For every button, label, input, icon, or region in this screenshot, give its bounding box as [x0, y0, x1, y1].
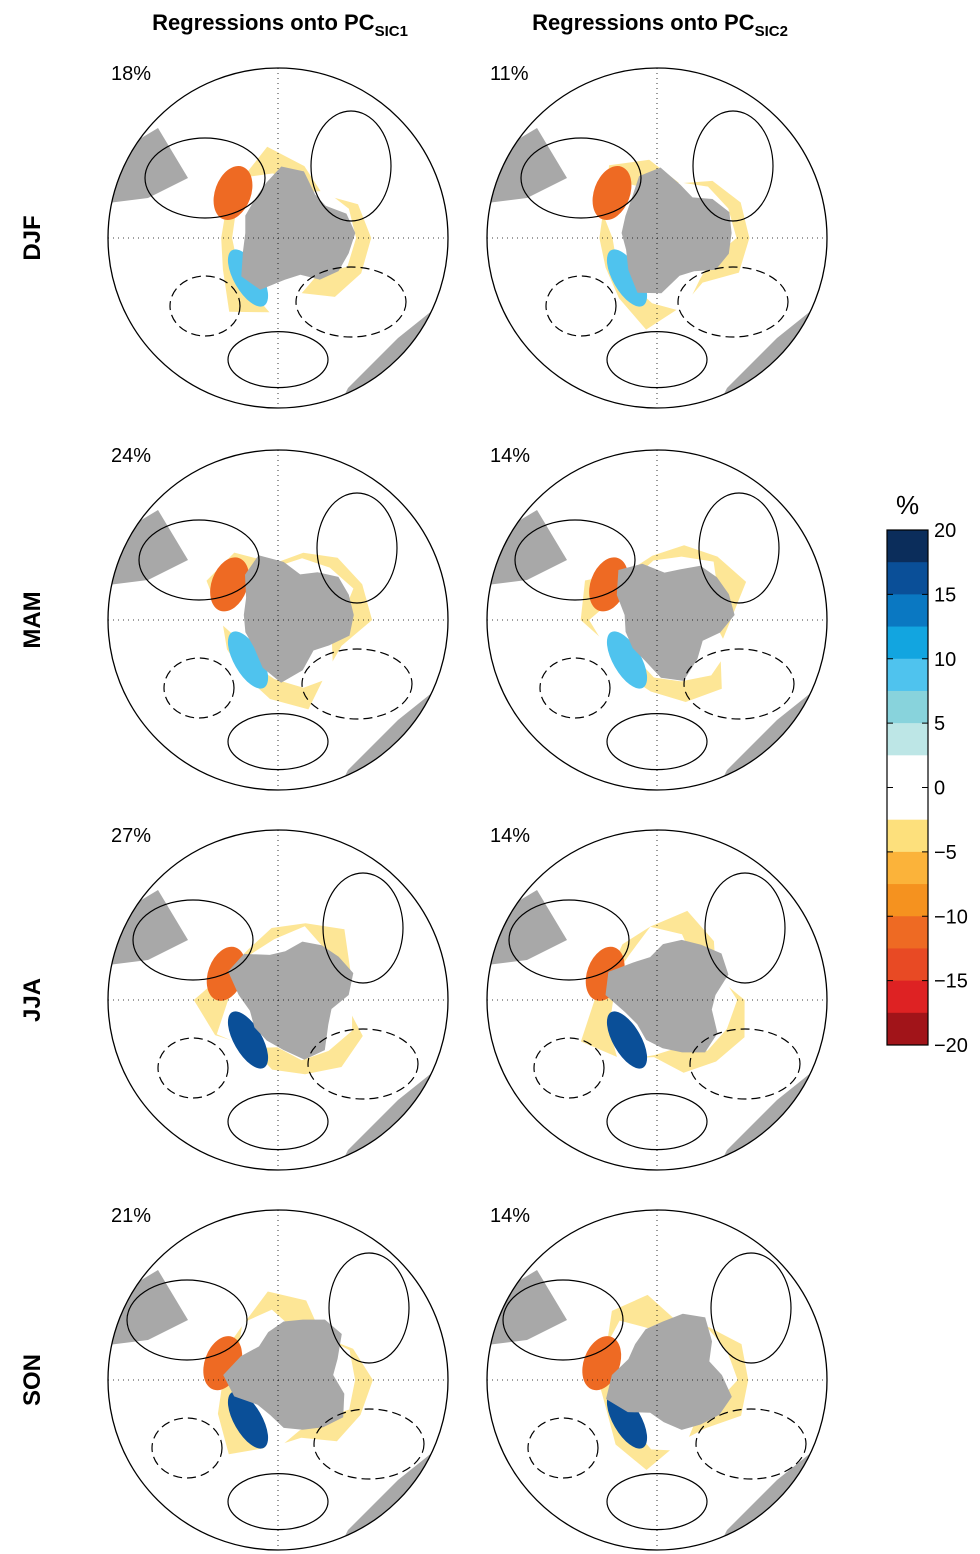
contour [534, 1038, 604, 1098]
colorbar-tick-label: −20 [934, 1035, 968, 1057]
colorbar-tick-label: 5 [934, 713, 945, 735]
variance-label: 21% [111, 1205, 151, 1227]
colorbar-bin [887, 884, 928, 917]
contour [607, 332, 707, 388]
map-panel [108, 1210, 448, 1550]
land [717, 1060, 827, 1170]
contour [705, 873, 785, 983]
variance-label: 14% [490, 825, 530, 847]
map-panel [108, 450, 448, 790]
contour [164, 658, 234, 718]
colorbar-bin [887, 981, 928, 1014]
land [388, 1210, 448, 1270]
contour [607, 1094, 707, 1150]
colorbar-tick-label: 15 [934, 584, 956, 606]
land [487, 1270, 567, 1345]
land [388, 830, 448, 890]
contour [678, 267, 788, 337]
column-title: Regressions onto PCSIC2 [532, 10, 788, 40]
colorbar-bin [887, 627, 928, 660]
map-panel [487, 830, 827, 1170]
colorbar-tick-label: −5 [934, 842, 957, 864]
contour [228, 1094, 328, 1150]
variance-label: 14% [490, 445, 530, 467]
contour [546, 276, 616, 336]
contour [228, 714, 328, 770]
row-label: JJA [19, 978, 46, 1022]
colorbar-bin [887, 594, 928, 627]
colorbar-bin [887, 820, 928, 853]
land [717, 680, 827, 790]
contour [607, 1474, 707, 1530]
contour [228, 1474, 328, 1530]
land [388, 68, 448, 128]
row-label: MAM [19, 591, 46, 648]
colorbar-bin [887, 1013, 928, 1046]
variance-label: 27% [111, 825, 151, 847]
land [767, 830, 827, 890]
variance-label: 18% [111, 63, 151, 85]
land [767, 450, 827, 510]
contour [528, 1418, 598, 1478]
land [388, 450, 448, 510]
land [487, 128, 567, 203]
column-title: Regressions onto PCSIC1 [152, 10, 408, 40]
land [108, 1270, 188, 1345]
contour [152, 1418, 222, 1478]
map-panel [108, 830, 448, 1170]
land [338, 1060, 448, 1170]
land [717, 1440, 827, 1550]
land [717, 298, 827, 408]
land [767, 68, 827, 128]
colorbar-bin [887, 755, 928, 788]
colorbar-bin [887, 916, 928, 949]
land [487, 510, 567, 585]
colorbar-bin [887, 659, 928, 692]
contour [158, 1038, 228, 1098]
variance-label: 14% [490, 1205, 530, 1227]
row-label: DJF [19, 215, 46, 260]
colorbar-bin [887, 788, 928, 821]
contour [540, 658, 610, 718]
variance-label: 24% [111, 445, 151, 467]
contour [607, 714, 707, 770]
colorbar-bin [887, 562, 928, 595]
colorbar-bin [887, 948, 928, 981]
land [108, 510, 188, 585]
colorbar-tick-label: 0 [934, 778, 945, 800]
contour [228, 332, 328, 388]
colorbar-bin [887, 691, 928, 724]
map-panel [487, 1210, 827, 1550]
colorbar-tick-label: −10 [934, 906, 968, 928]
variance-label: 11% [490, 63, 529, 85]
colorbar-unit: % [896, 490, 919, 520]
colorbar-bin [887, 723, 928, 756]
colorbar-tick-label: 20 [934, 520, 956, 542]
land [338, 1440, 448, 1550]
map-panel [108, 68, 448, 408]
map-panel [487, 68, 827, 408]
colorbar-tick-label: 10 [934, 649, 956, 671]
contour [711, 1253, 791, 1363]
land [767, 1210, 827, 1270]
contour [696, 1409, 806, 1479]
land [338, 680, 448, 790]
contour [329, 1253, 409, 1363]
colorbar-tick-label: −15 [934, 971, 968, 993]
colorbar-bin [887, 852, 928, 885]
colorbar-bin [887, 530, 928, 563]
contour [314, 1409, 424, 1479]
map-panel [487, 450, 827, 790]
row-label: SON [19, 1354, 46, 1406]
land [338, 298, 448, 408]
figure: Regressions onto PCSIC1 Regressions onto… [0, 0, 980, 1554]
